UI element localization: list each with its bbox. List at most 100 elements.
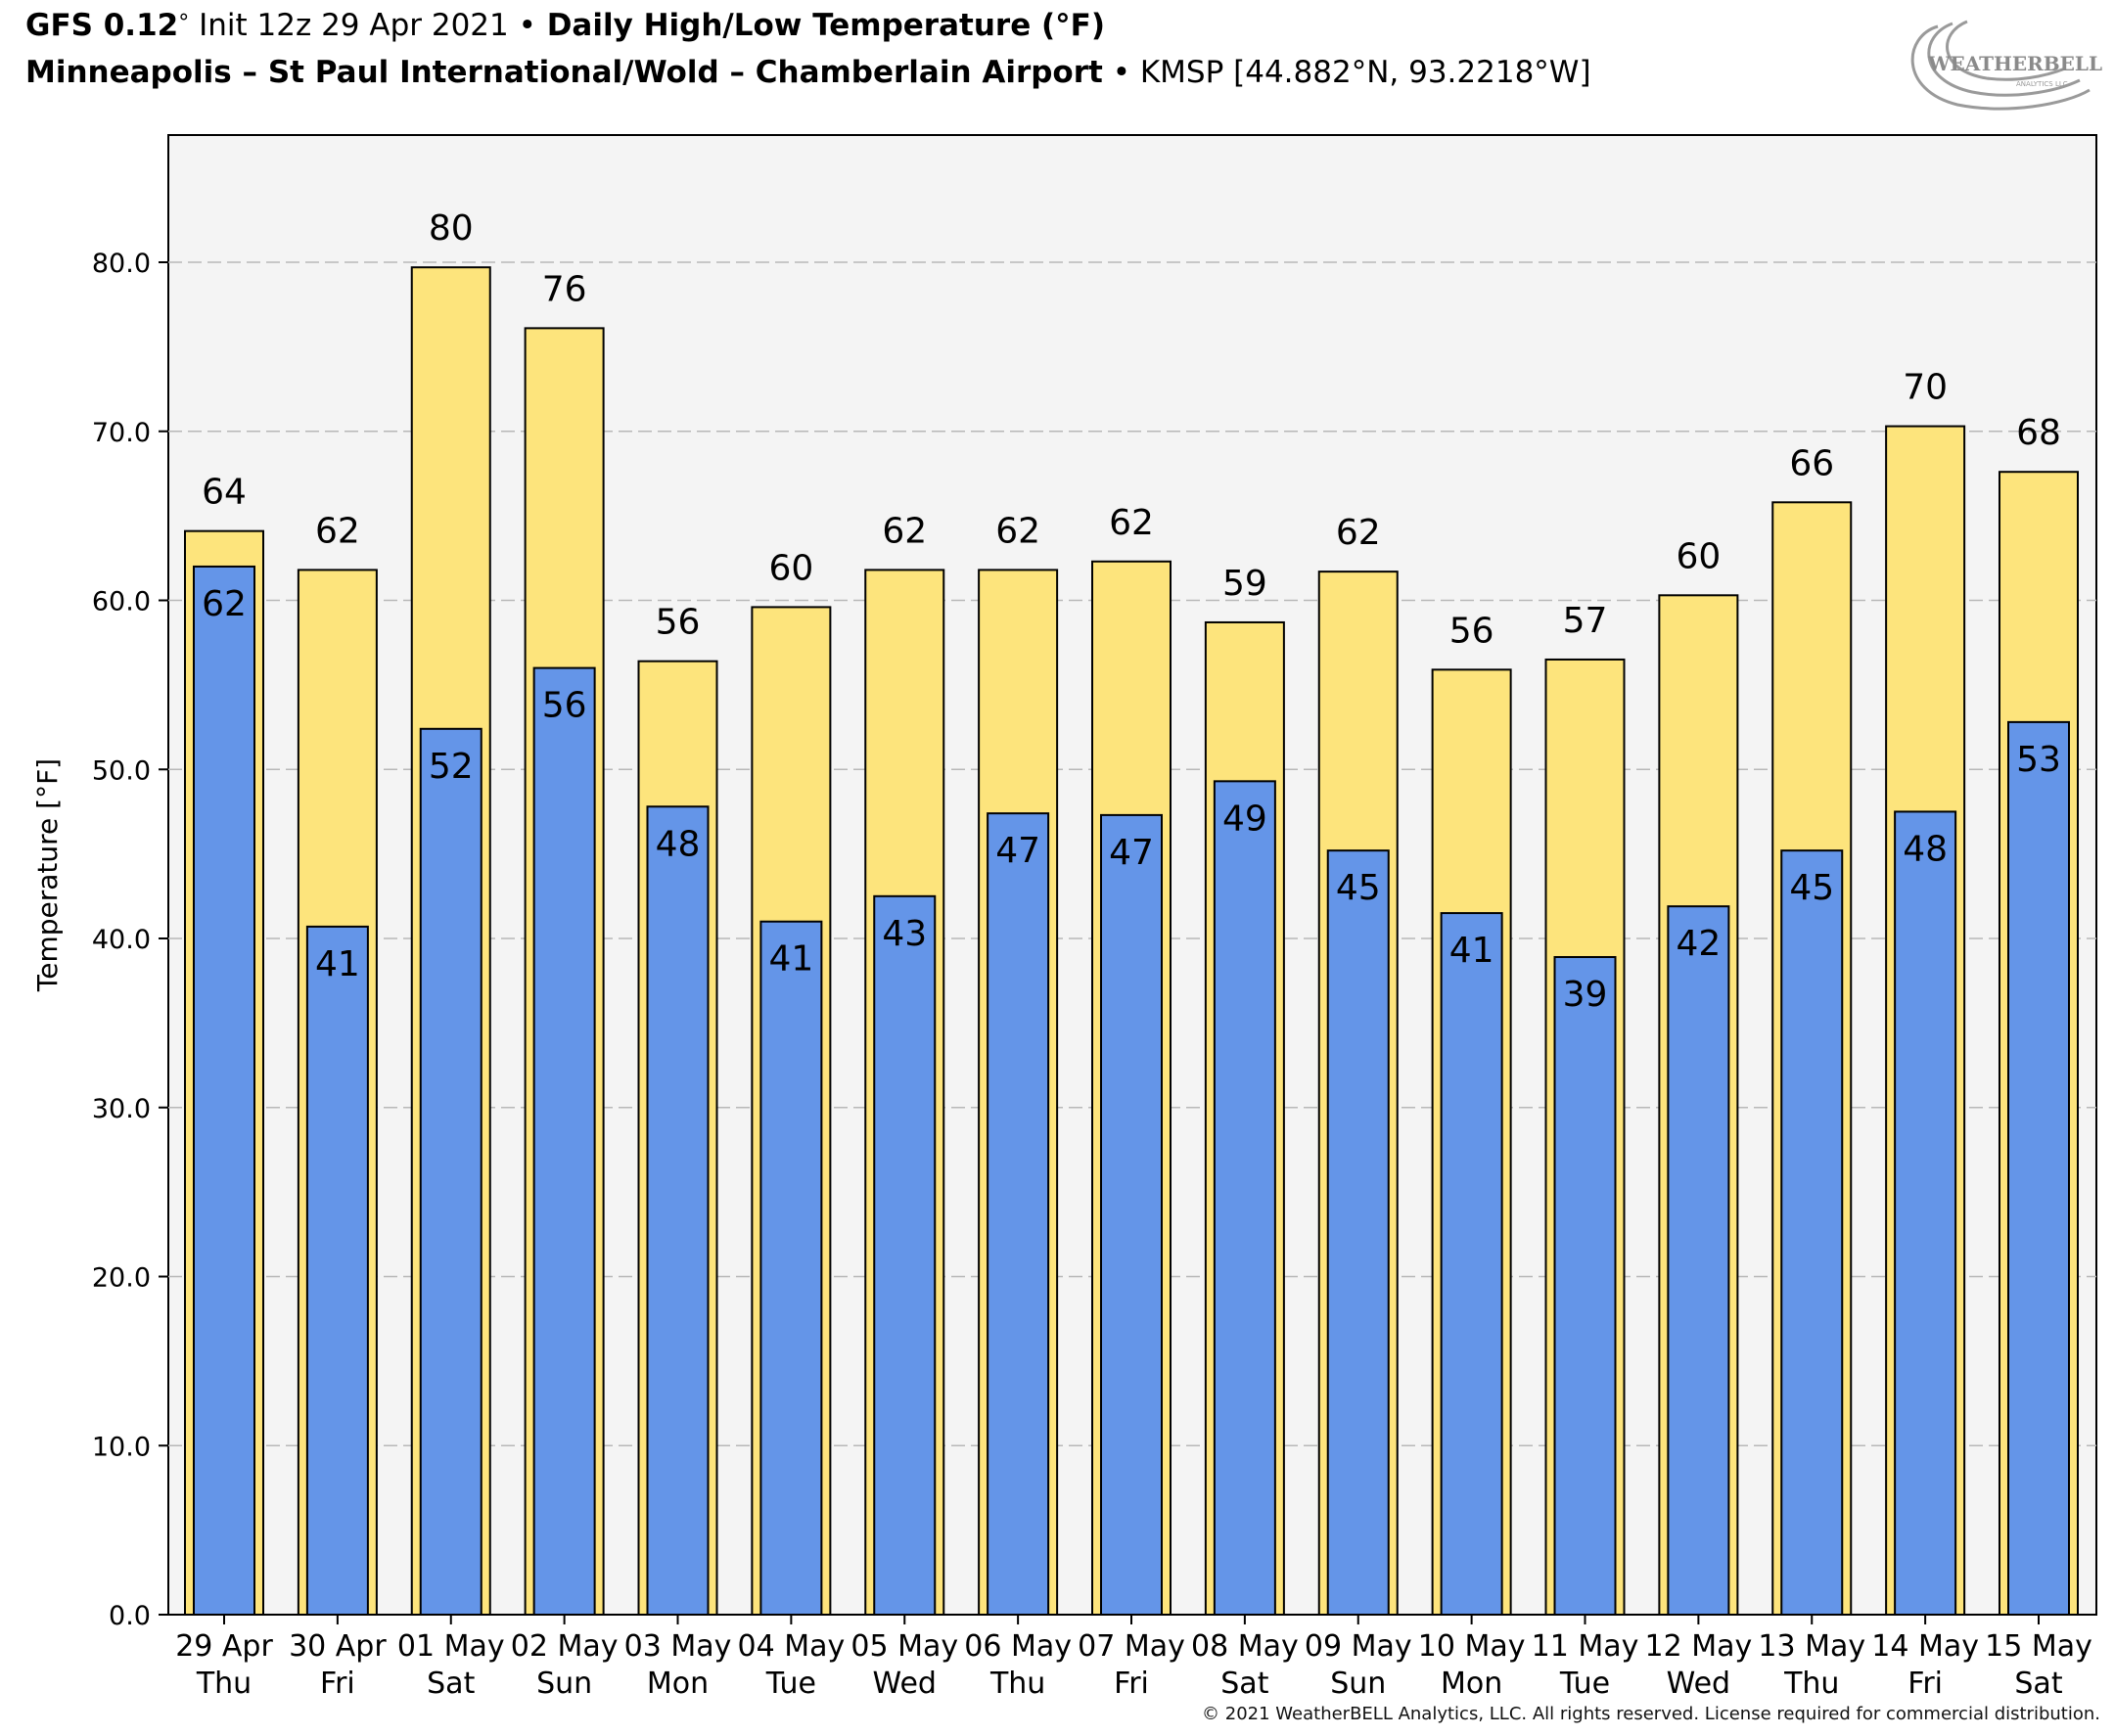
y-tick-label: 0.0	[109, 1601, 151, 1631]
model-name: GFS 0.12	[25, 8, 179, 43]
x-tick-date: 05 May	[850, 1629, 958, 1664]
low-temp-bar	[1553, 956, 1617, 1616]
y-tick-label: 30.0	[92, 1094, 151, 1124]
high-temp-label: 57	[1563, 601, 1608, 641]
station-name: Minneapolis – St Paul International/Wold…	[25, 55, 1103, 90]
low-temp-bar	[987, 812, 1050, 1616]
low-temp-bar	[1100, 813, 1163, 1616]
low-temp-bar	[873, 894, 937, 1616]
bars: 64 62 62 41 80 52 76 56 56 48 60 41 62 43 62 47 62 47 59 49…	[184, 208, 2079, 1617]
low-temp-label: 45	[1789, 868, 1834, 908]
high-temp-label: 59	[1222, 564, 1267, 604]
y-tick-label: 80.0	[92, 249, 151, 279]
title-bullet: •	[518, 8, 536, 43]
low-temp-bar	[759, 920, 823, 1616]
y-tick-label: 70.0	[92, 418, 151, 448]
y-axis-label: Temperature [°F]	[31, 758, 64, 992]
x-tick-weekday: Sat	[1220, 1667, 1268, 1701]
x-tick-weekday: Sat	[2014, 1667, 2062, 1701]
low-temp-bar	[1326, 849, 1390, 1616]
x-tick-weekday: Wed	[873, 1667, 937, 1701]
x-tick-date: 14 May	[1871, 1629, 1979, 1664]
x-tick-date: 10 May	[1418, 1629, 1526, 1664]
high-temp-label: 62	[1109, 503, 1154, 543]
x-tick-weekday: Mon	[647, 1667, 709, 1701]
x-tick-weekday: Tue	[1559, 1667, 1610, 1701]
title-line-1: GFS 0.12° Init 12z 29 Apr 2021 • Daily H…	[25, 8, 1105, 43]
low-temp-bar	[193, 565, 255, 1617]
low-temp-label: 47	[1109, 833, 1154, 873]
high-temp-label: 62	[315, 511, 360, 551]
x-tick-date: 06 May	[964, 1629, 1072, 1664]
low-temp-bar	[1780, 849, 1844, 1616]
high-temp-label: 62	[882, 511, 927, 551]
x-tick-date: 01 May	[397, 1629, 505, 1664]
low-temp-bar	[2007, 720, 2070, 1616]
x-tick-date: 30 Apr	[289, 1629, 387, 1664]
x-tick-date: 11 May	[1532, 1629, 1639, 1664]
x-tick-weekday: Mon	[1441, 1667, 1502, 1701]
y-tick-label: 10.0	[92, 1432, 151, 1462]
low-temp-bar	[532, 666, 596, 1616]
high-temp-label: 56	[1449, 611, 1494, 651]
y-tick-label: 60.0	[92, 587, 151, 617]
low-temp-label: 42	[1676, 924, 1721, 964]
high-temp-label: 70	[1903, 368, 1948, 408]
degree-mark: °	[178, 11, 190, 35]
high-temp-label: 62	[995, 511, 1040, 551]
x-tick-weekday: Thu	[196, 1667, 252, 1701]
high-temp-label: 76	[542, 269, 587, 309]
x-tick-weekday: Wed	[1667, 1667, 1730, 1701]
high-temp-label: 60	[768, 548, 813, 588]
y-axis-ticks: 0.0 10.0 20.0 30.0 40.0 50.0 60.0 70.0 80.0	[92, 249, 168, 1631]
low-temp-label: 45	[1336, 868, 1381, 908]
low-temp-label: 62	[202, 584, 247, 624]
low-temp-label: 41	[1449, 931, 1494, 971]
x-tick-date: 12 May	[1645, 1629, 1753, 1664]
x-tick-date: 03 May	[624, 1629, 732, 1664]
x-tick-date: 29 Apr	[175, 1629, 273, 1664]
high-temp-label: 66	[1789, 443, 1834, 483]
x-tick-weekday: Thu	[989, 1667, 1045, 1701]
low-temp-label: 49	[1222, 799, 1267, 839]
x-tick-date: 15 May	[1985, 1629, 2092, 1664]
x-tick-weekday: Sat	[427, 1667, 475, 1701]
station-code: KMSP [44.882°N, 93.2218°W]	[1139, 55, 1591, 90]
high-temp-label: 64	[202, 473, 247, 513]
x-tick-date: 02 May	[511, 1629, 619, 1664]
low-temp-label: 48	[1903, 829, 1948, 869]
x-tick-weekday: Thu	[1783, 1667, 1839, 1701]
high-temp-label: 60	[1676, 536, 1721, 576]
product-title: Daily High/Low Temperature (°F)	[535, 8, 1106, 43]
low-temp-label: 52	[429, 747, 474, 787]
x-tick-weekday: Fri	[1907, 1667, 1943, 1701]
x-tick-date: 08 May	[1191, 1629, 1299, 1664]
x-tick-date: 07 May	[1078, 1629, 1185, 1664]
high-temp-label: 80	[429, 208, 474, 249]
low-temp-label: 39	[1563, 975, 1608, 1015]
high-temp-label: 68	[2016, 413, 2061, 453]
init-time: Init 12z 29 Apr 2021	[189, 8, 519, 43]
x-tick-weekday: Tue	[765, 1667, 816, 1701]
title-line-2: Minneapolis – St Paul International/Wold…	[25, 55, 1591, 90]
high-temp-label: 56	[656, 603, 701, 643]
low-temp-label: 43	[882, 914, 927, 954]
station-bullet: •	[1102, 55, 1140, 90]
x-tick-date: 09 May	[1305, 1629, 1412, 1664]
x-tick-date: 04 May	[738, 1629, 846, 1664]
low-temp-label: 48	[656, 824, 701, 864]
low-temp-bar	[1213, 780, 1276, 1616]
x-tick-weekday: Sun	[536, 1667, 592, 1701]
y-tick-label: 50.0	[92, 755, 151, 786]
high-temp-label: 62	[1336, 513, 1381, 553]
low-temp-label: 56	[542, 686, 587, 726]
x-tick-date: 13 May	[1758, 1629, 1865, 1664]
y-tick-label: 20.0	[92, 1263, 151, 1294]
low-temp-bar	[1894, 810, 1957, 1616]
y-tick-label: 40.0	[92, 925, 151, 955]
logo-wordmark: WEATHERBELL	[1927, 52, 2102, 75]
weatherbell-logo: WEATHERBELL ANALYTICS LLC	[1910, 20, 2102, 111]
x-tick-weekday: Fri	[320, 1667, 355, 1701]
low-temp-bar	[646, 805, 710, 1616]
